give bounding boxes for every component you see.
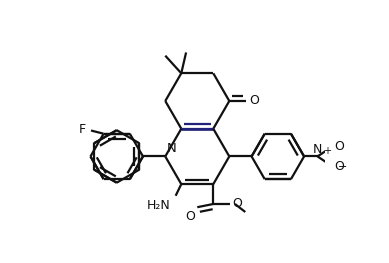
Text: O: O	[334, 140, 344, 153]
Text: +: +	[322, 146, 331, 156]
Text: N: N	[313, 143, 322, 156]
Text: N: N	[166, 142, 176, 155]
Text: −: −	[338, 162, 347, 172]
Text: O: O	[185, 210, 195, 223]
Text: O: O	[334, 160, 344, 173]
Text: O: O	[249, 94, 259, 108]
Text: O: O	[232, 197, 242, 210]
Text: F: F	[79, 123, 86, 136]
Text: H₂N: H₂N	[146, 199, 170, 211]
